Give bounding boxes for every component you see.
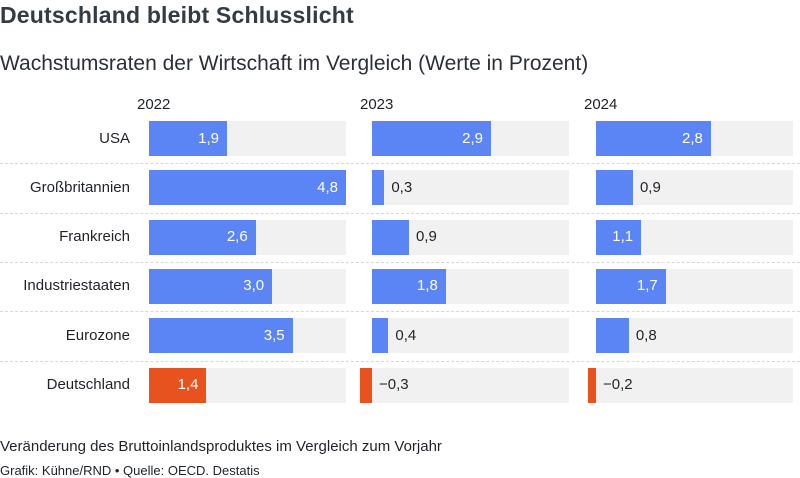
bar-value-label: 0,9	[415, 228, 437, 246]
bar-value-label: 2,9	[462, 129, 484, 147]
bar-value-label: 0,3	[391, 178, 413, 196]
category-label: Großbritannien	[29, 178, 130, 196]
row-separator	[0, 212, 800, 214]
bar-value-label: 1,9	[198, 129, 219, 147]
bar	[596, 170, 633, 206]
bar-value-label: −0,2	[603, 376, 633, 393]
bar-value-label: 4,8	[317, 178, 338, 196]
bar-track	[372, 318, 569, 354]
category-label: USA	[99, 129, 130, 147]
category-label: Frankreich	[59, 228, 130, 246]
chart-title: Deutschland bleibt Schlusslicht	[0, 2, 354, 28]
row-separator	[0, 261, 800, 263]
panel-year-header: 2024	[584, 96, 618, 113]
bar-value-label: 3,0	[243, 277, 265, 295]
bar	[149, 170, 346, 206]
bar-value-label: 0,8	[635, 326, 657, 344]
bar	[372, 318, 389, 354]
bar-track	[596, 367, 793, 403]
bar	[359, 367, 372, 403]
row-separator	[0, 311, 800, 313]
bar-value-label: 1,7	[636, 277, 658, 295]
row-separator	[0, 360, 800, 362]
footnote: Veränderung des Bruttoinlandsproduktes i…	[0, 438, 442, 455]
bar-value-label: 2,8	[682, 129, 703, 147]
category-label: Eurozone	[65, 326, 130, 344]
bar	[372, 121, 492, 156]
bar	[149, 268, 273, 304]
panel-year-header: 2023	[360, 96, 394, 113]
bar-value-label: −0,3	[379, 376, 409, 393]
bar	[596, 318, 629, 354]
bar	[372, 170, 385, 206]
bar	[372, 219, 409, 255]
bar	[596, 219, 642, 255]
category-label: Industriestaaten	[23, 277, 130, 295]
bar-value-label: 1,4	[177, 376, 199, 393]
bar-track	[372, 367, 569, 403]
bar	[149, 219, 256, 255]
bar-value-label: 1,8	[417, 277, 438, 295]
category-label: Deutschland	[46, 376, 130, 393]
source-line: Grafik: Kühne/RND • Quelle: OECD. Destat…	[0, 463, 260, 478]
bar-value-label: 3,5	[263, 326, 285, 344]
bar	[596, 268, 666, 304]
bar-value-label: 2,6	[226, 228, 248, 246]
bar-value-label: 0,4	[395, 326, 417, 344]
bar-value-label: 0,9	[639, 178, 661, 196]
bar	[587, 367, 596, 403]
bar	[149, 121, 227, 156]
bar-track	[596, 318, 793, 354]
panel-year-header: 2022	[137, 96, 171, 113]
bar-track	[372, 170, 569, 206]
bar	[372, 268, 446, 304]
chart-subtitle: Wachstumsraten der Wirtschaft im Verglei…	[0, 52, 589, 75]
bar	[596, 121, 711, 156]
bar	[149, 318, 293, 354]
bar-value-label: 1,1	[612, 228, 634, 246]
row-separator	[0, 163, 800, 165]
bar	[149, 367, 207, 403]
